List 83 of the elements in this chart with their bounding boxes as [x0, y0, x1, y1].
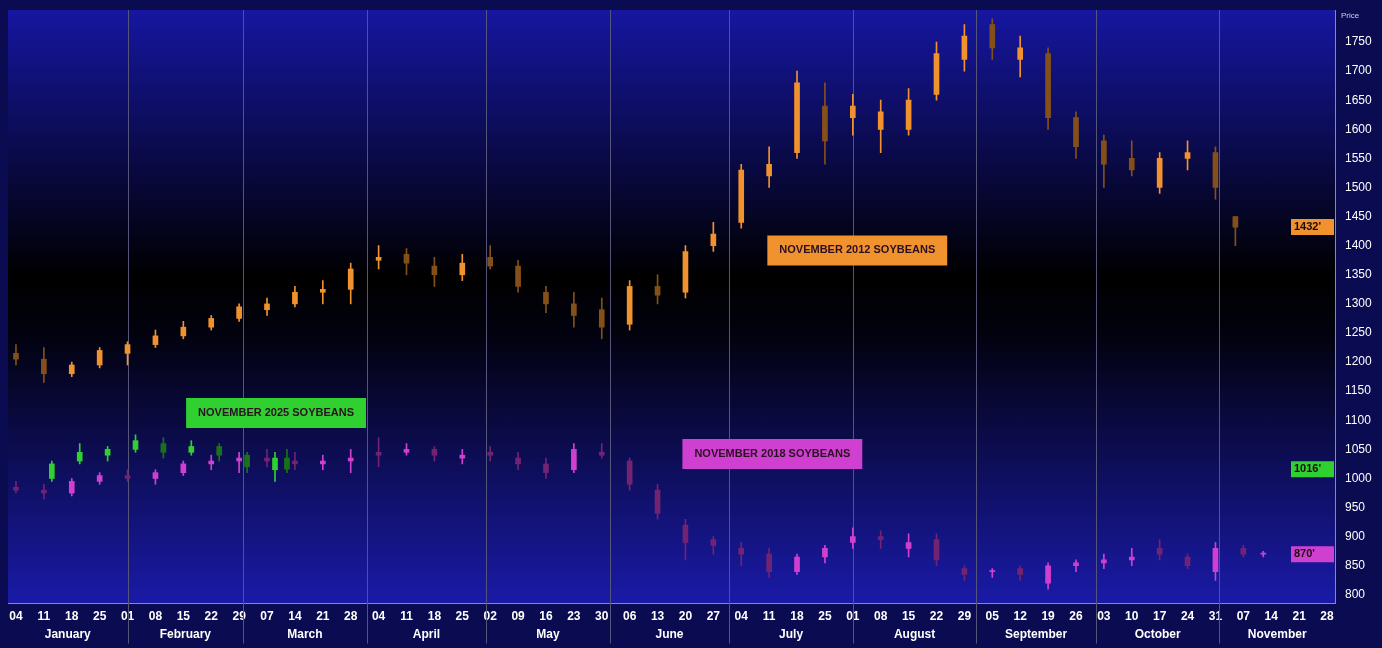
y-tick-label: 1550: [1345, 150, 1373, 165]
text: 1432': [1294, 220, 1322, 233]
x-tick-label: 01: [120, 609, 135, 624]
x-tick-label: 12: [1013, 609, 1028, 624]
x-tick-label: 10: [1125, 609, 1139, 624]
x-tick-label: 06: [622, 609, 637, 624]
y-tick-label: 1650: [1345, 92, 1373, 107]
x-tick-label: 04: [371, 609, 386, 624]
x-tick-label: 07: [260, 609, 275, 624]
y-tick-label: 1600: [1345, 121, 1373, 136]
text: January: [44, 626, 92, 641]
x-tick-label: 15: [901, 609, 916, 624]
x-tick-label: 16: [539, 609, 553, 624]
text: September: [1005, 626, 1068, 641]
x-tick-label: 30: [595, 609, 609, 624]
x-tick-label: 23: [567, 609, 581, 624]
y-tick-label: 1400: [1345, 238, 1373, 253]
x-tick-label: 14: [288, 609, 302, 624]
x-tick-label: 28: [344, 609, 358, 624]
y-tick-label: 800: [1345, 587, 1366, 602]
x-tick-label: 19: [1041, 609, 1056, 624]
text: NOVEMBER 2012 SOYBEANS: [779, 243, 936, 256]
y-tick-label: 1700: [1345, 63, 1373, 78]
y-tick-label: 1150: [1345, 383, 1372, 398]
y-tick-label: 1500: [1345, 179, 1373, 194]
x-tick-label: 03: [1097, 609, 1111, 624]
y-tick-label: 1450: [1345, 208, 1373, 223]
x-tick-label: 11: [762, 609, 776, 624]
y-tick-label: 1000: [1345, 470, 1373, 485]
x-tick-label: 14: [1264, 609, 1279, 624]
text: June: [655, 626, 684, 641]
x-tick-label: 20: [678, 609, 693, 624]
y-tick-label: 1100: [1345, 412, 1372, 427]
x-tick-label: 09: [511, 609, 526, 624]
x-tick-label: 04: [734, 609, 749, 624]
y-tick-label: 850: [1345, 558, 1366, 573]
x-tick-label: 24: [1180, 609, 1195, 624]
x-tick-label: 18: [790, 609, 805, 624]
y-tick-label: 1750: [1345, 34, 1373, 49]
x-tick-label: 13: [650, 609, 665, 624]
x-tick-label: 22: [204, 609, 219, 624]
text: August: [893, 626, 936, 641]
text: 870': [1294, 547, 1315, 560]
x-tick-label: 22: [929, 609, 944, 624]
x-tick-label: 26: [1069, 609, 1083, 624]
x-tick-label: 25: [818, 609, 832, 624]
text: May: [536, 626, 560, 641]
y-tick-label: 1300: [1345, 296, 1373, 311]
x-tick-label: 11: [37, 609, 51, 624]
x-tick-label: 08: [874, 609, 888, 624]
text: February: [159, 626, 212, 641]
x-tick-label: 04: [9, 609, 23, 624]
x-tick-label: 27: [706, 609, 721, 624]
y-tick-label: 900: [1345, 528, 1366, 543]
x-tick-label: 28: [1320, 609, 1335, 624]
text: NOVEMBER 2018 SOYBEANS: [694, 447, 851, 460]
x-tick-label: 11: [400, 609, 414, 624]
text: July: [779, 626, 804, 641]
x-tick-label: 08: [148, 609, 163, 624]
text: April: [412, 626, 441, 641]
y-tick-label: 1350: [1345, 267, 1373, 282]
x-tick-label: 18: [65, 609, 79, 624]
x-tick-label: 17: [1152, 609, 1167, 624]
text: October: [1134, 626, 1181, 641]
x-tick-label: 21: [1292, 609, 1307, 624]
text: November: [1247, 626, 1307, 641]
x-tick-label: 07: [1236, 609, 1251, 624]
y-tick-label: 1050: [1345, 441, 1373, 456]
text: NOVEMBER 2025 SOYBEANS: [198, 406, 354, 419]
x-tick-label: 21: [316, 609, 330, 624]
x-tick-label: 05: [985, 609, 1000, 624]
x-tick-label: 01: [846, 609, 860, 624]
y-tick-label: 1200: [1345, 354, 1373, 369]
x-tick-label: 25: [92, 609, 107, 624]
x-tick-label: 29: [957, 609, 972, 624]
text: 1016': [1294, 462, 1322, 475]
y-tick-label: 1250: [1345, 325, 1373, 340]
x-tick-label: 25: [455, 609, 470, 624]
text: March: [287, 626, 323, 641]
x-tick-label: 15: [176, 609, 191, 624]
y-axis-title: Price: [1341, 11, 1360, 21]
y-tick-label: 950: [1345, 499, 1366, 514]
x-tick-label: 18: [427, 609, 442, 624]
